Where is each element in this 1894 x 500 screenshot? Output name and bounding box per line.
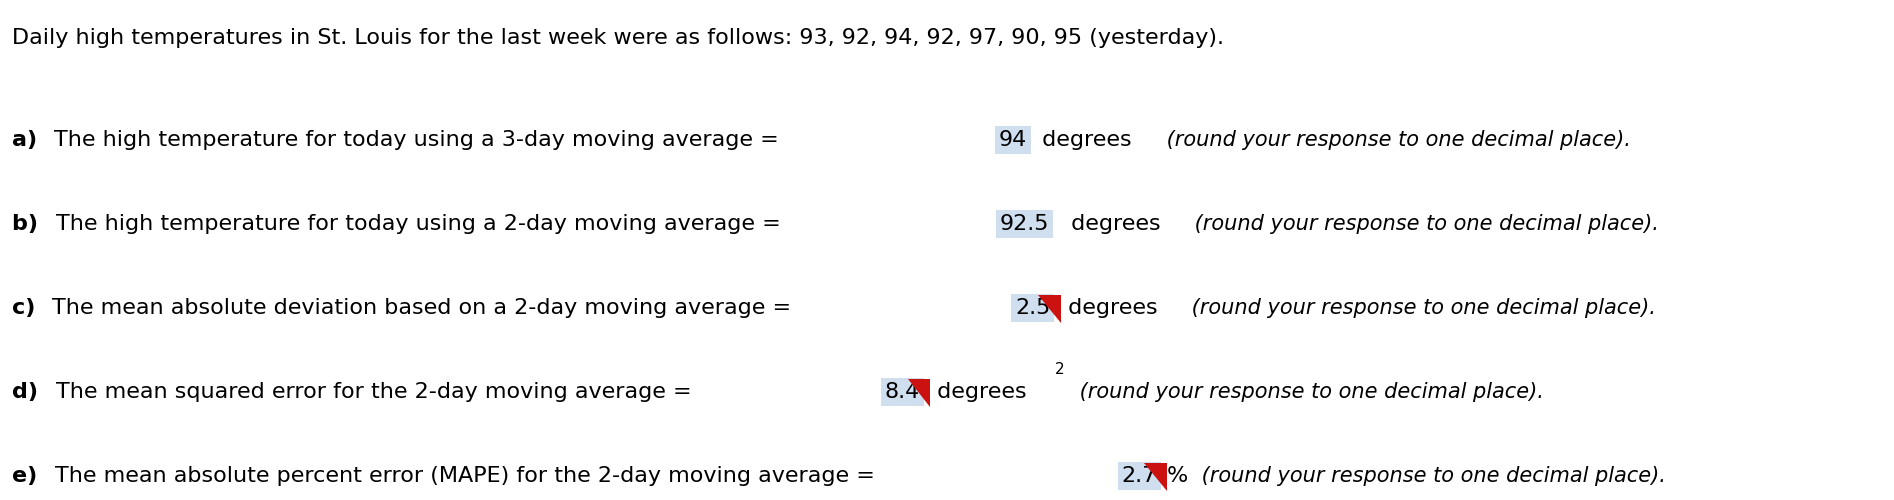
Text: d): d) [11, 382, 45, 402]
Text: 2: 2 [1055, 362, 1064, 377]
Polygon shape [1038, 295, 1061, 322]
Text: (round your response to one decimal place).: (round your response to one decimal plac… [1159, 130, 1631, 150]
Text: 2.5: 2.5 [1015, 298, 1051, 318]
Text: (round your response to one decimal place).: (round your response to one decimal plac… [1186, 298, 1655, 318]
Text: e): e) [11, 466, 45, 486]
Text: degrees: degrees [1061, 298, 1157, 318]
Text: The high temperature for today using a 3-day moving average =: The high temperature for today using a 3… [55, 130, 786, 150]
Text: degrees: degrees [1064, 214, 1161, 234]
Text: 92.5: 92.5 [1000, 214, 1049, 234]
Text: degrees: degrees [1036, 130, 1133, 150]
Text: degrees: degrees [930, 382, 1027, 402]
Text: The mean absolute percent error (MAPE) for the 2-day moving average =: The mean absolute percent error (MAPE) f… [55, 466, 881, 486]
Text: (round your response to one decimal place).: (round your response to one decimal plac… [1074, 382, 1544, 402]
Text: The mean absolute deviation based on a 2-day moving average =: The mean absolute deviation based on a 2… [53, 298, 799, 318]
Text: (round your response to one decimal place).: (round your response to one decimal plac… [1188, 214, 1659, 234]
Text: b): b) [11, 214, 45, 234]
Text: a): a) [11, 130, 45, 150]
Text: (round your response to one decimal place).: (round your response to one decimal plac… [1195, 466, 1665, 486]
Text: 8.4: 8.4 [884, 382, 920, 402]
Text: The high temperature for today using a 2-day moving average =: The high temperature for today using a 2… [55, 214, 788, 234]
Text: The mean squared error for the 2-day moving average =: The mean squared error for the 2-day mov… [55, 382, 699, 402]
Text: Daily high temperatures in St. Louis for the last week were as follows: 93, 92, : Daily high temperatures in St. Louis for… [11, 28, 1224, 48]
Polygon shape [907, 379, 930, 406]
Polygon shape [1144, 463, 1167, 490]
Text: %: % [1167, 466, 1188, 486]
Text: 2.7: 2.7 [1121, 466, 1157, 486]
Text: c): c) [11, 298, 44, 318]
Text: 94: 94 [998, 130, 1027, 150]
